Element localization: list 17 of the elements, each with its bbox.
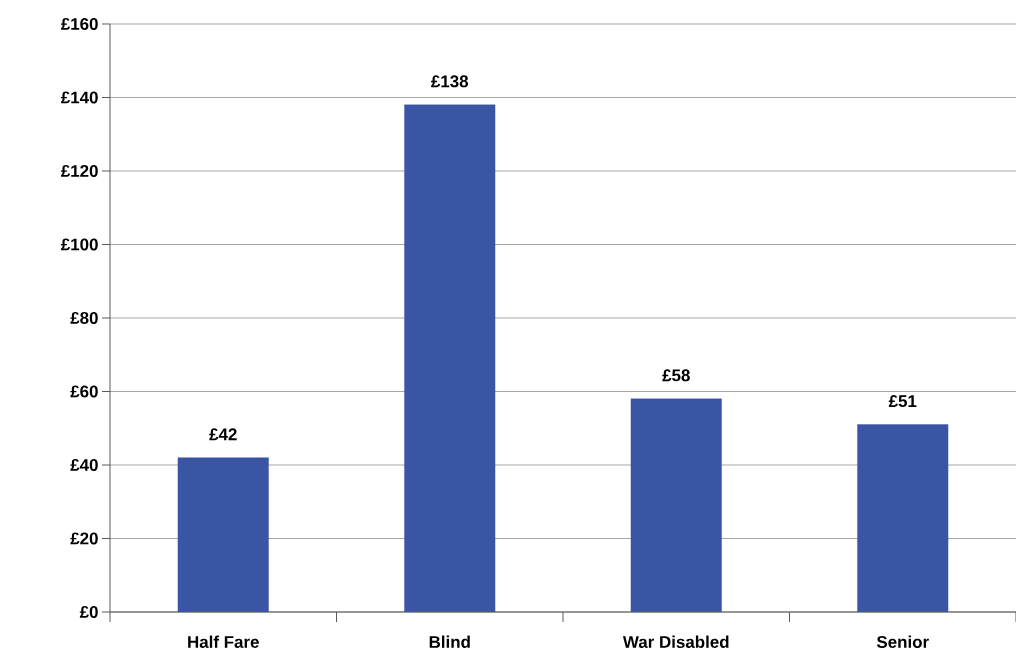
- x-tick-label: Half Fare: [188, 635, 259, 648]
- y-tick-label: £0: [79, 606, 98, 618]
- y-tick-label: £80: [70, 312, 98, 324]
- y-tick-label: £40: [70, 459, 98, 471]
- y-tick-label: £120: [60, 165, 98, 177]
- x-tick-label: Senior: [876, 635, 929, 648]
- data-label: £58: [662, 369, 690, 382]
- y-tick-label: £100: [60, 238, 98, 251]
- x-tick-label: Blind: [429, 635, 470, 648]
- y-tick-label: £60: [70, 385, 98, 398]
- data-label: £42: [209, 428, 237, 441]
- data-label: £51: [888, 395, 917, 408]
- y-tick-label: £140: [60, 91, 98, 104]
- x-tick-label: War Disabled: [622, 635, 729, 648]
- y-tick-label: £20: [70, 532, 98, 545]
- data-label: £138: [431, 75, 469, 88]
- y-tick-label: £160: [60, 18, 98, 30]
